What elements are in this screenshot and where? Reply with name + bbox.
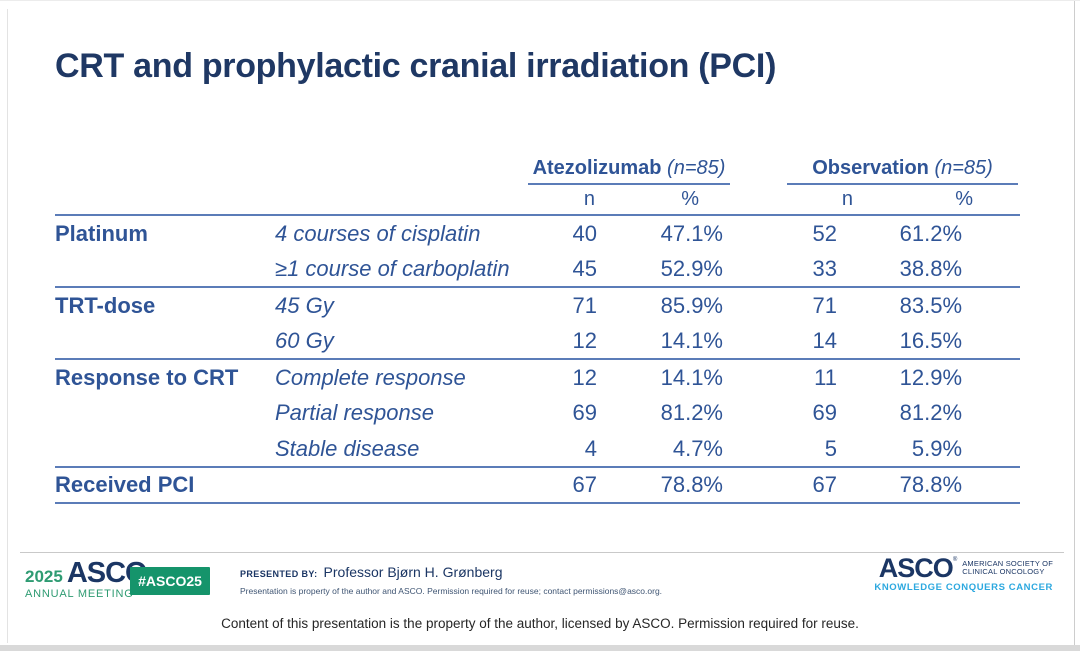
row-label: ≥1 course of carboplatin [275, 255, 510, 281]
col-header-atezo-pct: % [610, 185, 730, 216]
table-row: Received PCI 67 78.8% 67 78.8% [55, 466, 1021, 504]
society-name-line2: CLINICAL ONCOLOGY [962, 567, 1045, 576]
group-header-spacer [55, 145, 520, 185]
row-category [55, 431, 275, 467]
atezo-n-value: 40 [520, 214, 610, 251]
row-category: Platinum [55, 214, 275, 251]
sub-header-spacer [275, 185, 520, 216]
obs-pct-value: 38.8% [899, 255, 963, 281]
asco-tagline: KNOWLEDGE CONQUERS CANCER [874, 582, 1053, 593]
observation-label: Observation [812, 157, 929, 179]
atezolizumab-n-label: (n=85) [667, 157, 726, 179]
row-category: TRT-dose [55, 286, 275, 323]
row-category: Received PCI [55, 466, 275, 504]
slide-left-edge [7, 9, 8, 643]
asco-society-logo: ASCO ® AMERICAN SOCIETY OF CLINICAL ONCO… [874, 553, 1053, 594]
atezo-n-value: 69 [572, 400, 597, 425]
atezo-pct-value: 14.1% [660, 327, 723, 353]
table-row: Platinum 4 courses of cisplatin 40 47.1%… [55, 214, 1021, 251]
group-header-row: Atezolizumab (n=85) Observation (n=85) [55, 145, 1020, 185]
table-row: TRT-dose 45 Gy 71 85.9% 71 83.5% [55, 286, 1021, 323]
obs-pct-value: 78.8% [860, 466, 1021, 504]
col-header-obs-n: n [730, 185, 860, 216]
atezo-pct-value: 4.7% [672, 435, 723, 461]
obs-n-value: 52 [730, 214, 860, 251]
row-label: 4 courses of cisplatin [275, 214, 520, 251]
presented-by-block: PRESENTED BY: Professor Bjørn H. Grønber… [240, 564, 662, 596]
row-label: Partial response [275, 400, 434, 425]
row-label: 60 Gy [275, 327, 334, 353]
obs-n-value: 67 [730, 466, 860, 504]
row-category [55, 323, 275, 359]
atezo-pct-value: 52.9% [660, 255, 723, 281]
obs-n-value: 33 [812, 255, 837, 281]
obs-pct-value: 83.5% [860, 286, 1021, 323]
registered-mark-icon: ® [952, 557, 958, 563]
atezo-n-value: 67 [520, 466, 610, 504]
atezolizumab-label: Atezolizumab [532, 157, 662, 179]
atezo-pct-value: 14.1% [610, 358, 730, 395]
row-label: Complete response [275, 358, 520, 395]
row-label [275, 466, 520, 504]
slide-title: CRT and prophylactic cranial irradiation… [55, 47, 777, 85]
meeting-name: ANNUAL MEETING [25, 588, 134, 600]
slide-right-edge [1074, 1, 1075, 647]
obs-pct-value: 61.2% [860, 214, 1021, 251]
atezo-pct-value: 85.9% [610, 286, 730, 323]
obs-pct-value: 16.5% [899, 327, 963, 353]
obs-n-value: 71 [730, 286, 860, 323]
obs-n-value: 69 [812, 400, 837, 425]
obs-pct-value: 12.9% [860, 358, 1021, 395]
obs-n-value: 5 [824, 435, 837, 461]
presenter-name: Professor Bjørn H. Grønberg [323, 564, 503, 580]
col-header-atezo-n: n [520, 185, 610, 216]
atezo-n-value: 4 [584, 435, 597, 461]
atezo-n-value: 12 [572, 327, 597, 353]
table-row: Stable disease 4 4.7% 5 5.9% [55, 431, 1020, 467]
atezo-pct-value: 47.1% [610, 214, 730, 251]
table-row: Response to CRT Complete response 12 14.… [55, 358, 1021, 395]
obs-n-value: 11 [730, 358, 860, 395]
obs-pct-value: 81.2% [899, 400, 963, 425]
crt-pci-table: Atezolizumab (n=85) Observation (n=85) n… [55, 145, 1021, 504]
atezo-n-value: 71 [520, 286, 610, 323]
permission-note: Presentation is property of the author a… [240, 586, 663, 596]
content-disclaimer: Content of this presentation is the prop… [221, 616, 859, 631]
group-header-observation: Observation (n=85) [730, 145, 1020, 185]
row-category [55, 395, 275, 431]
col-header-obs-pct: % [860, 185, 1021, 216]
sub-header-spacer [55, 185, 275, 216]
table-row: Partial response 69 81.2% 69 81.2% [55, 395, 1020, 431]
row-label: 45 Gy [275, 286, 520, 323]
obs-n-value: 14 [812, 327, 837, 353]
society-name-line1: AMERICAN SOCIETY OF [962, 558, 1053, 568]
table-row: 60 Gy 12 14.1% 14 16.5% [55, 323, 1020, 359]
row-category: Response to CRT [55, 358, 275, 395]
atezo-n-value: 45 [572, 255, 597, 281]
asco-wordmark: ASCO [878, 553, 954, 583]
bottom-edge-strip [0, 645, 1080, 651]
observation-n-label: (n=85) [934, 157, 993, 179]
footer-divider [20, 552, 1064, 553]
atezo-n-value: 12 [520, 358, 610, 395]
atezo-pct-value: 78.8% [610, 466, 730, 504]
sub-header-row: n % n % [55, 185, 1021, 216]
obs-pct-value: 5.9% [911, 435, 963, 461]
table-row: ≥1 course of carboplatin 45 52.9% 33 38.… [55, 251, 1020, 287]
hashtag-badge: #ASCO25 [130, 567, 210, 595]
atezo-pct-value: 81.2% [660, 400, 723, 425]
row-label: Stable disease [275, 435, 420, 461]
presented-by-label: PRESENTED BY: [240, 569, 318, 579]
group-header-atezolizumab: Atezolizumab (n=85) [520, 145, 730, 185]
meeting-year: 2025 [25, 567, 63, 586]
row-category [55, 251, 275, 287]
